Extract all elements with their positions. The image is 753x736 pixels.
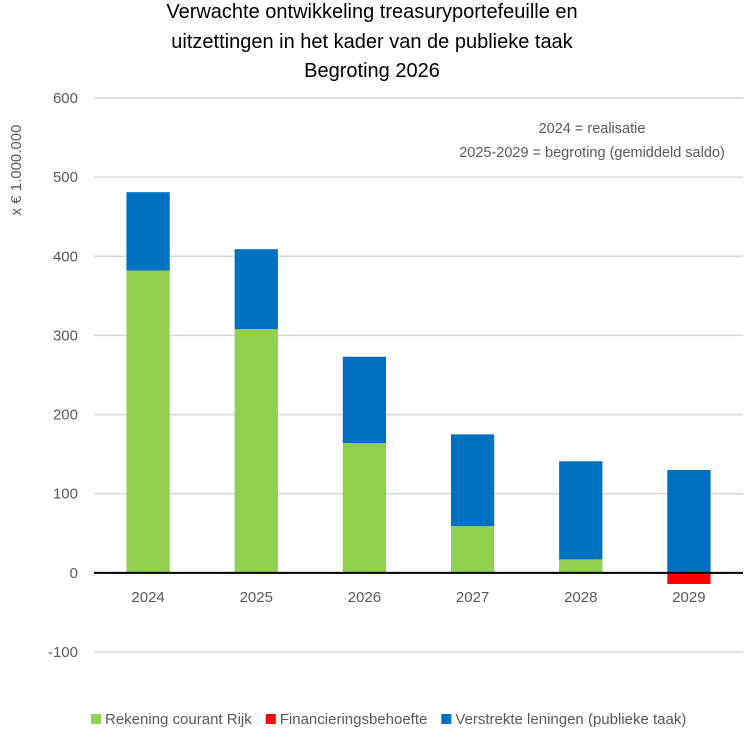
y-axis-label: x € 1.000.000 [8, 125, 25, 216]
bar-verstrekte-leningen-publieke-taak-2027 [450, 434, 495, 527]
x-tick-label: 2025 [240, 589, 273, 606]
bar-verstrekte-leningen-publieke-taak-2028 [559, 461, 603, 560]
y-tick-label: 500 [53, 169, 78, 186]
bar-verstrekte-leningen-publieke-taak-2024 [126, 192, 170, 271]
chart-title-line-2: uitzettingen in het kader van de publiek… [171, 31, 573, 53]
bar-rekening-courant-rijk-2027 [450, 526, 495, 573]
y-tick-label: 100 [53, 486, 78, 503]
legend: Rekening courant Rijk Financieringsbehoef… [91, 711, 686, 728]
bar-rekening-courant-rijk-2025 [234, 329, 278, 573]
annotation-line-1: 2024 = realisatie [539, 121, 646, 137]
y-tick-labels: -100 0 100 200 300 400 500 600 [48, 90, 78, 661]
y-tick-label: -100 [48, 644, 78, 661]
legend-swatch [265, 714, 276, 724]
annotation: 2024 = realisatie 2025-2029 = begroting … [459, 121, 725, 161]
bar-verstrekte-leningen-publieke-taak-2029 [667, 469, 711, 573]
x-tick-label: 2026 [348, 589, 381, 606]
legend-label: Verstrekte leningen (publieke taak) [455, 711, 686, 728]
bar-verstrekte-leningen-publieke-taak-2026 [342, 356, 387, 444]
x-tick-label: 2027 [456, 589, 489, 606]
chart-title-line-1: Verwachte ontwikkeling treasuryportefeui… [166, 1, 577, 23]
x-tick-label: 2024 [131, 589, 164, 606]
x-tick-label: 2029 [672, 589, 705, 606]
gridlines [94, 97, 743, 653]
annotation-line-2: 2025-2029 = begroting (gemiddeld saldo) [459, 145, 725, 161]
y-tick-label: 200 [53, 407, 78, 424]
bars [126, 192, 711, 584]
bar-rekening-courant-rijk-2024 [126, 270, 170, 573]
chart-title-line-3: Begroting 2026 [304, 60, 440, 82]
bar-rekening-courant-rijk-2028 [559, 559, 603, 573]
bar-verstrekte-leningen-publieke-taak-2025 [234, 249, 278, 330]
legend-swatch [91, 714, 101, 724]
x-tick-label: 2028 [564, 589, 597, 606]
bar-financieringsbehoefte-2029 [667, 572, 711, 584]
chart-title: Verwachte ontwikkeling treasuryportefeui… [166, 1, 577, 82]
y-tick-label: 400 [53, 248, 78, 265]
legend-label: Financieringsbehoefte [280, 711, 428, 728]
bar-rekening-courant-rijk-2026 [342, 443, 387, 573]
legend-label: Rekening courant Rijk [105, 711, 252, 728]
x-tick-labels: 2024 2025 2026 2027 2028 2029 [131, 589, 705, 606]
y-tick-label: 0 [70, 565, 78, 582]
legend-swatch [441, 714, 452, 724]
y-tick-label: 600 [53, 90, 78, 107]
y-tick-label: 300 [53, 327, 78, 344]
